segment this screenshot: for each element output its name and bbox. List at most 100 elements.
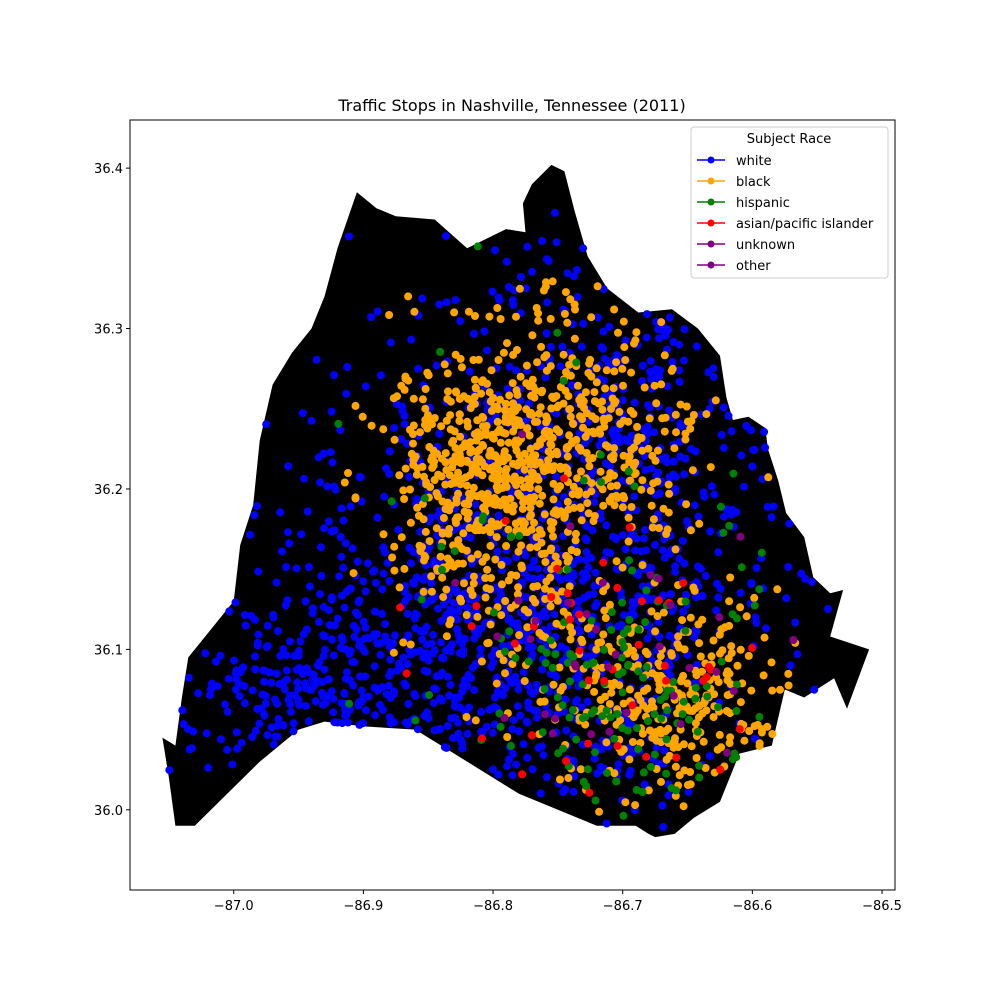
data-point-other <box>676 720 685 729</box>
data-point-white <box>314 617 323 626</box>
data-point-white <box>536 789 545 798</box>
data-point-white <box>694 512 703 521</box>
data-point-asian-pacific-islander <box>510 639 519 648</box>
data-point-black <box>567 546 576 555</box>
data-point-white <box>416 646 425 655</box>
data-point-black <box>535 409 544 418</box>
data-point-white <box>602 521 611 530</box>
data-point-hispanic <box>540 685 549 694</box>
data-point-white <box>428 595 437 604</box>
data-point-black <box>541 558 550 566</box>
data-point-white <box>376 650 385 659</box>
data-point-white <box>664 791 673 800</box>
data-point-black <box>660 351 669 360</box>
data-point-white <box>424 656 433 665</box>
data-point-white <box>346 584 355 593</box>
data-point-white <box>179 720 188 729</box>
data-point-hispanic <box>606 713 615 722</box>
data-point-white <box>494 511 503 520</box>
data-point-black <box>671 762 680 771</box>
data-point-black <box>548 433 557 442</box>
data-point-black <box>486 541 495 550</box>
data-point-white <box>333 614 342 623</box>
data-point-white <box>638 361 647 370</box>
data-point-black <box>618 503 627 512</box>
data-point-black <box>473 550 482 559</box>
data-point-hispanic <box>563 658 572 667</box>
data-point-hispanic <box>662 769 671 778</box>
data-point-white <box>213 682 222 691</box>
data-point-black <box>501 399 510 408</box>
data-point-hispanic <box>642 586 651 595</box>
data-point-black <box>587 479 596 488</box>
data-point-black <box>541 584 549 593</box>
data-point-white <box>618 396 627 405</box>
data-point-black <box>658 414 667 423</box>
data-point-black <box>540 549 549 558</box>
data-point-hispanic <box>553 693 562 702</box>
data-point-white <box>523 242 532 251</box>
data-point-white <box>367 313 376 321</box>
data-point-white <box>807 578 816 586</box>
data-point-white <box>410 579 419 588</box>
data-point-white <box>573 292 582 301</box>
data-point-black <box>489 434 498 443</box>
data-point-black <box>614 328 622 337</box>
data-point-white <box>642 546 651 555</box>
data-point-white <box>602 819 611 828</box>
data-point-black <box>773 585 782 594</box>
data-point-white <box>680 325 689 334</box>
data-point-white <box>502 257 511 266</box>
data-point-white <box>793 650 802 659</box>
data-point-black <box>457 597 466 606</box>
data-point-white <box>591 568 600 577</box>
data-point-black <box>733 661 742 670</box>
data-point-hispanic <box>572 735 581 744</box>
data-point-white <box>391 631 399 640</box>
data-point-white <box>752 564 761 572</box>
data-point-white <box>248 732 257 741</box>
legend-title: Subject Race <box>747 132 832 147</box>
data-point-black <box>615 681 624 690</box>
data-point-white <box>407 559 415 568</box>
data-point-black <box>591 415 600 423</box>
data-point-asian-pacific-islander <box>654 596 663 605</box>
data-point-white <box>341 539 350 548</box>
data-point-black <box>495 425 504 434</box>
data-point-hispanic <box>618 598 627 607</box>
data-point-hispanic <box>617 653 626 662</box>
data-point-asian-pacific-islander <box>637 597 646 606</box>
data-point-black <box>624 537 633 546</box>
data-point-other <box>592 625 601 634</box>
data-point-white <box>341 705 349 714</box>
data-point-asian-pacific-islander <box>472 602 481 610</box>
data-point-white <box>488 287 497 296</box>
data-point-white <box>254 630 263 639</box>
data-point-white <box>507 488 516 497</box>
data-point-asian-pacific-islander <box>467 622 476 631</box>
data-point-hispanic <box>607 625 616 634</box>
data-point-hispanic <box>646 762 655 771</box>
data-point-black <box>702 706 711 715</box>
data-point-black <box>469 483 478 492</box>
data-point-black <box>645 414 654 423</box>
data-point-hispanic <box>619 811 628 820</box>
data-point-hispanic <box>672 786 680 795</box>
data-point-white <box>541 373 550 382</box>
data-point-black <box>690 586 699 595</box>
data-point-black <box>427 572 436 581</box>
data-point-white <box>292 564 301 573</box>
data-point-hispanic <box>515 531 524 540</box>
data-point-white <box>750 445 759 454</box>
data-point-hispanic <box>657 714 666 723</box>
data-point-black <box>468 466 477 475</box>
data-point-hispanic <box>505 627 514 636</box>
data-point-white <box>569 787 578 796</box>
data-point-white <box>797 569 806 578</box>
data-point-black <box>597 638 606 647</box>
data-point-black <box>638 446 647 455</box>
data-point-white <box>231 685 240 694</box>
data-point-black <box>589 427 597 436</box>
data-point-black <box>515 631 524 640</box>
data-point-black <box>487 517 496 526</box>
